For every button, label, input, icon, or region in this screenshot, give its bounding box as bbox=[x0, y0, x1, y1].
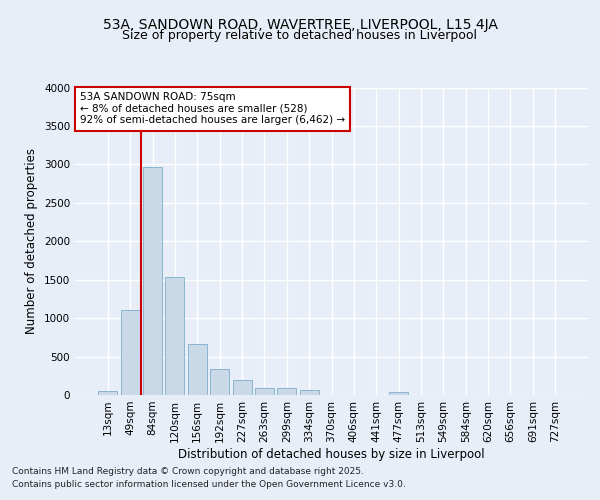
Bar bbox=[210, 369, 229, 395]
Text: Contains HM Land Registry data © Crown copyright and database right 2025.: Contains HM Land Registry data © Crown c… bbox=[12, 467, 364, 476]
Bar bbox=[255, 388, 274, 395]
Bar bbox=[389, 392, 408, 395]
Text: 53A, SANDOWN ROAD, WAVERTREE, LIVERPOOL, L15 4JA: 53A, SANDOWN ROAD, WAVERTREE, LIVERPOOL,… bbox=[103, 18, 497, 32]
Y-axis label: Number of detached properties: Number of detached properties bbox=[25, 148, 38, 334]
Bar bbox=[299, 390, 319, 395]
Bar bbox=[188, 344, 207, 395]
X-axis label: Distribution of detached houses by size in Liverpool: Distribution of detached houses by size … bbox=[178, 448, 485, 460]
Bar bbox=[121, 310, 140, 395]
Bar bbox=[98, 391, 118, 395]
Bar bbox=[277, 388, 296, 395]
Text: Contains public sector information licensed under the Open Government Licence v3: Contains public sector information licen… bbox=[12, 480, 406, 489]
Bar bbox=[143, 166, 162, 395]
Bar bbox=[166, 278, 184, 395]
Text: Size of property relative to detached houses in Liverpool: Size of property relative to detached ho… bbox=[122, 29, 478, 42]
Text: 53A SANDOWN ROAD: 75sqm
← 8% of detached houses are smaller (528)
92% of semi-de: 53A SANDOWN ROAD: 75sqm ← 8% of detached… bbox=[80, 92, 345, 126]
Bar bbox=[233, 380, 251, 395]
